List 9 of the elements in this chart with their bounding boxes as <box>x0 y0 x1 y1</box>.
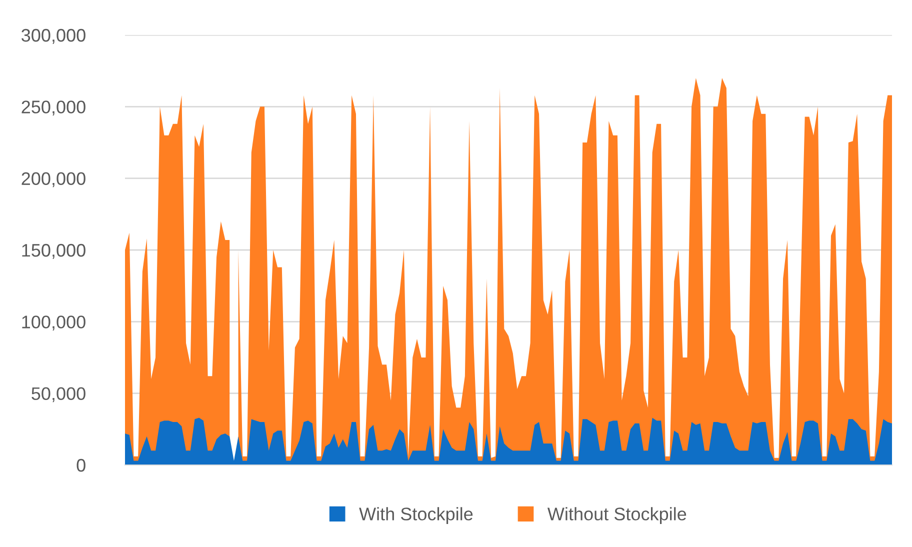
legend-label: With Stockpile <box>359 507 473 524</box>
y-tick-label: 100,000 <box>22 316 86 331</box>
y-tick-label: 200,000 <box>22 172 86 188</box>
y-tick-label: 250,000 <box>22 100 86 116</box>
y-tick-label: 150,000 <box>22 244 86 259</box>
y-tick-label: 300,000 <box>22 28 86 44</box>
y-tick-label: 0 <box>76 458 86 472</box>
y-tick-label: 50,000 <box>32 387 86 402</box>
legend-label: Without Stockpile <box>547 507 686 524</box>
